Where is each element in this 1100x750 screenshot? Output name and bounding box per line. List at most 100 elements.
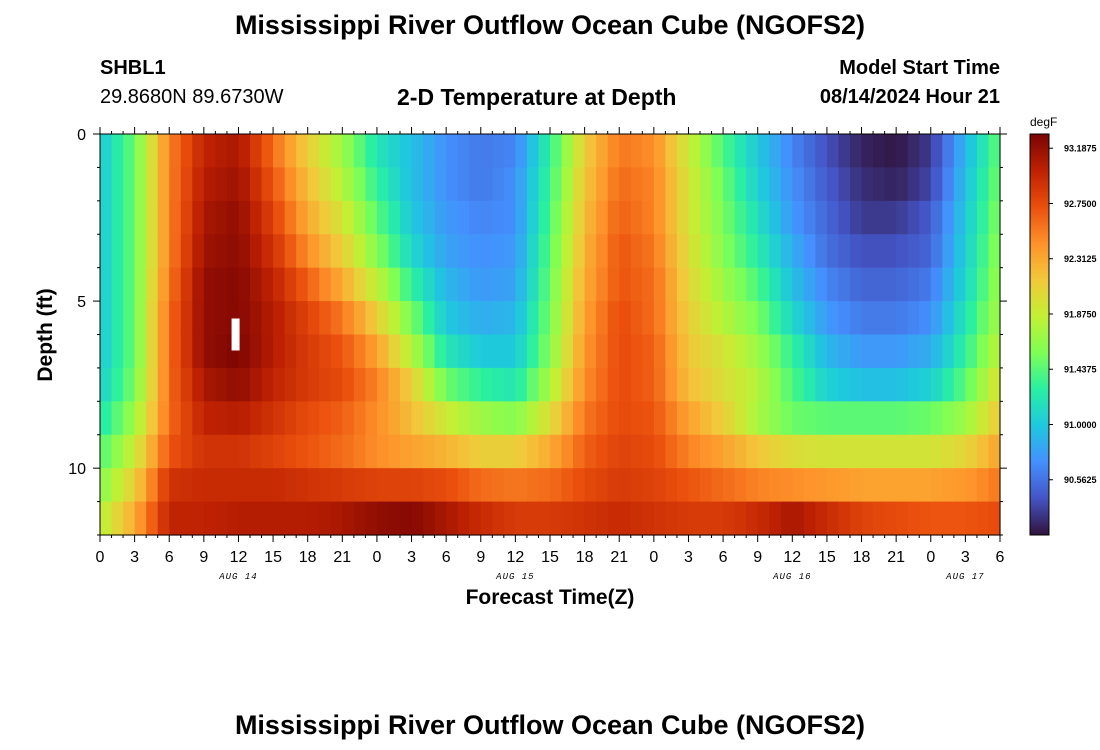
heatmap-cell: [342, 301, 355, 336]
heatmap-cell: [469, 468, 482, 503]
heatmap-cell: [746, 134, 759, 169]
heatmap-cell: [688, 301, 701, 336]
heatmap-cell: [607, 468, 620, 503]
heatmap-cell: [584, 434, 597, 469]
heatmap-cell: [711, 401, 724, 436]
heatmap-cell: [434, 434, 447, 469]
heatmap-cell: [307, 167, 320, 202]
heatmap-cell: [723, 200, 736, 235]
x-date-label: AUG 16: [772, 572, 811, 582]
heatmap-cell: [203, 334, 216, 369]
heatmap-cell: [457, 367, 470, 402]
heatmap-cell: [988, 501, 1001, 536]
heatmap-cell: [226, 468, 240, 503]
heatmap-cell: [273, 334, 286, 369]
heatmap-cell: [919, 334, 932, 369]
heatmap-cell: [446, 334, 459, 369]
heatmap-cell: [100, 234, 113, 269]
heatmap-cell: [561, 134, 574, 169]
heatmap-cell: [250, 401, 263, 436]
heatmap-cell: [976, 301, 990, 336]
heatmap-cell: [988, 234, 1001, 269]
heatmap-cell: [630, 200, 643, 235]
heatmap-cell: [180, 501, 193, 536]
heatmap-cell: [319, 334, 332, 369]
heatmap-cell: [619, 401, 632, 436]
heatmap-cell: [169, 267, 182, 302]
heatmap-cell: [930, 468, 943, 503]
heatmap-cell: [723, 468, 736, 503]
heatmap-cell: [884, 334, 897, 369]
heatmap-cell: [215, 434, 228, 469]
heatmap-cell: [884, 301, 897, 336]
heatmap-cell: [596, 434, 609, 469]
heatmap-cell: [492, 468, 505, 503]
heatmap-cell: [100, 468, 113, 503]
heatmap-cell: [180, 200, 193, 235]
heatmap-cell: [480, 501, 493, 536]
heatmap-cell: [284, 200, 297, 235]
heatmap-cell: [157, 367, 170, 402]
heatmap-cell: [388, 367, 401, 402]
heatmap-cell: [492, 334, 505, 369]
heatmap-cell: [723, 334, 736, 369]
heatmap-cell: [342, 267, 355, 302]
model-start-label: Model Start Time: [839, 57, 1000, 79]
heatmap-cell: [676, 234, 690, 269]
heatmap-cell: [757, 367, 770, 402]
heatmap-cell: [734, 401, 747, 436]
heatmap-cell: [988, 134, 1001, 169]
heatmap-cell: [746, 200, 759, 235]
heatmap-cell: [330, 334, 343, 369]
heatmap-cell: [192, 167, 205, 202]
heatmap-cell: [261, 401, 274, 436]
heatmap-cell: [388, 501, 401, 536]
heatmap-cell: [873, 501, 886, 536]
heatmap-cell: [169, 167, 182, 202]
heatmap-cell: [665, 367, 678, 402]
heatmap-cell: [515, 501, 528, 536]
heatmap-cell: [319, 267, 332, 302]
heatmap-cell: [319, 468, 332, 503]
heatmap-cell: [111, 267, 124, 302]
heatmap-cell: [342, 468, 355, 503]
heatmap-cell: [123, 367, 136, 402]
heatmap-cell: [815, 234, 828, 269]
heatmap-cell: [353, 401, 366, 436]
heatmap-cell: [319, 367, 332, 402]
heatmap-cell: [526, 367, 540, 402]
heatmap-cell: [965, 401, 978, 436]
heatmap-cell: [538, 501, 551, 536]
heatmap-cell: [919, 434, 932, 469]
heatmap-cell: [469, 434, 482, 469]
heatmap-cell: [965, 301, 978, 336]
heatmap-cell: [780, 301, 793, 336]
heatmap-cell: [146, 234, 159, 269]
x-date-label: AUG 14: [218, 572, 257, 582]
heatmap-cell: [838, 134, 851, 169]
heatmap-cell: [607, 134, 620, 169]
x-axis-title: Forecast Time(Z): [466, 586, 635, 609]
heatmap-cell: [907, 301, 920, 336]
heatmap-cell: [884, 434, 897, 469]
heatmap-cell: [123, 234, 136, 269]
heatmap-cell: [284, 134, 297, 169]
heatmap-cell: [365, 267, 378, 302]
heatmap-cell: [584, 267, 597, 302]
heatmap-cell: [919, 134, 932, 169]
heatmap-cell: [665, 167, 678, 202]
heatmap-cell: [919, 367, 932, 402]
heatmap-cell: [180, 468, 193, 503]
heatmap-cell: [526, 167, 540, 202]
heatmap-cell: [700, 434, 713, 469]
heatmap-cell: [123, 134, 136, 169]
heatmap-cell: [169, 301, 182, 336]
heatmap-cell: [353, 301, 366, 336]
heatmap-cell: [411, 167, 424, 202]
heatmap-cell: [353, 367, 366, 402]
x-tick-label: 15: [264, 549, 282, 566]
heatmap-cell: [780, 401, 793, 436]
heatmap-cell: [180, 234, 193, 269]
heatmap-cell: [157, 434, 170, 469]
heatmap-cell: [307, 401, 320, 436]
